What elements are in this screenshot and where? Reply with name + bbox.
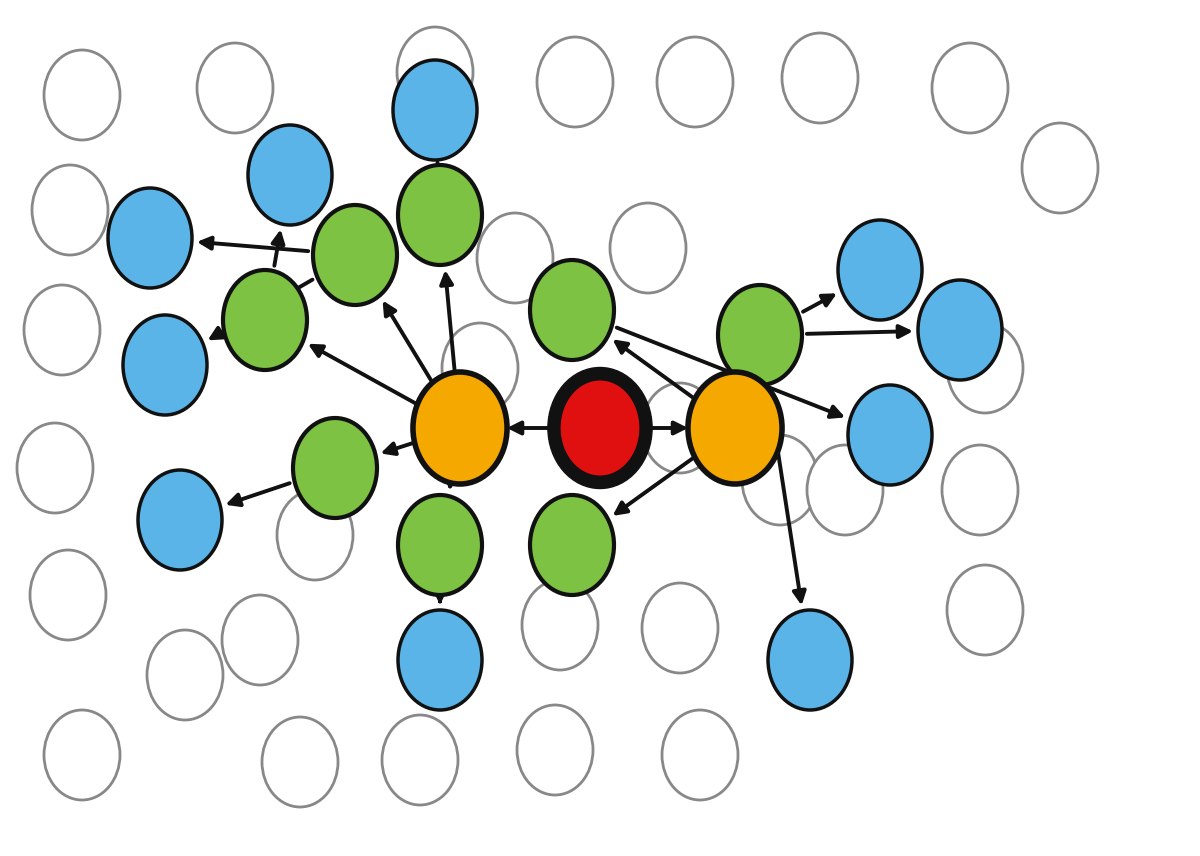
Ellipse shape (530, 260, 614, 360)
Ellipse shape (248, 125, 332, 225)
Ellipse shape (148, 630, 223, 720)
Ellipse shape (530, 495, 614, 595)
Ellipse shape (398, 495, 482, 595)
Ellipse shape (108, 188, 192, 288)
Ellipse shape (1022, 123, 1098, 213)
Ellipse shape (30, 550, 106, 640)
Ellipse shape (394, 60, 478, 160)
Ellipse shape (932, 43, 1008, 133)
Ellipse shape (838, 220, 922, 320)
Ellipse shape (398, 610, 482, 710)
Ellipse shape (277, 490, 353, 580)
Ellipse shape (222, 595, 298, 685)
Ellipse shape (397, 27, 473, 117)
Ellipse shape (918, 280, 1002, 380)
Ellipse shape (197, 43, 274, 133)
Ellipse shape (262, 717, 338, 807)
Ellipse shape (478, 213, 553, 303)
Ellipse shape (517, 705, 593, 795)
Ellipse shape (782, 33, 858, 123)
Ellipse shape (398, 165, 482, 265)
Ellipse shape (662, 710, 738, 800)
Ellipse shape (688, 372, 782, 484)
Ellipse shape (17, 423, 94, 513)
Ellipse shape (382, 715, 458, 805)
Ellipse shape (313, 205, 397, 305)
Ellipse shape (538, 37, 613, 127)
Ellipse shape (442, 323, 518, 413)
Ellipse shape (947, 565, 1022, 655)
Ellipse shape (610, 203, 686, 293)
Ellipse shape (223, 270, 307, 370)
Ellipse shape (718, 285, 802, 385)
Ellipse shape (642, 583, 718, 673)
Ellipse shape (947, 323, 1022, 413)
Ellipse shape (942, 445, 1018, 535)
Ellipse shape (548, 367, 652, 489)
Ellipse shape (138, 470, 222, 570)
Ellipse shape (24, 285, 100, 375)
Ellipse shape (742, 435, 818, 525)
Ellipse shape (768, 610, 852, 710)
Ellipse shape (413, 372, 508, 484)
Ellipse shape (293, 418, 377, 518)
Ellipse shape (44, 50, 120, 140)
Ellipse shape (44, 710, 120, 800)
Ellipse shape (808, 445, 883, 535)
Ellipse shape (642, 383, 718, 473)
Ellipse shape (522, 580, 598, 670)
Ellipse shape (124, 315, 208, 415)
Ellipse shape (848, 385, 932, 485)
Ellipse shape (557, 377, 643, 479)
Ellipse shape (658, 37, 733, 127)
Ellipse shape (32, 165, 108, 255)
